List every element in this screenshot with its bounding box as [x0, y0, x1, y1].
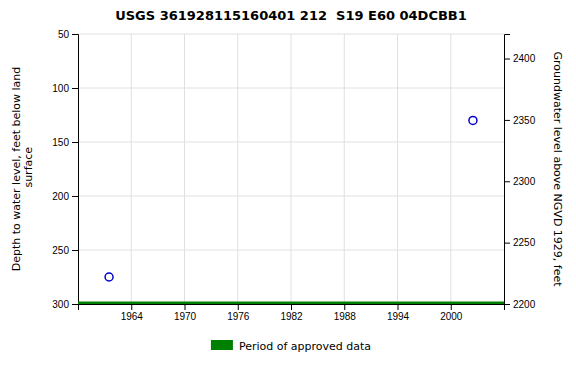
y-axis-tick-mark: [72, 88, 78, 89]
x-axis-tick-mark: [238, 304, 239, 310]
chart: 1964 1970 1976 1982 1988 1994 2000 50 100 150 200 2…: [0, 0, 576, 384]
y-axis-tick-label: 100: [52, 83, 69, 94]
y-axis-tick: 50: [58, 29, 78, 40]
x-axis-tick-mark: [344, 304, 345, 310]
y2-axis-tick-mark: [504, 243, 510, 244]
y-axis-tick-mark: [72, 142, 78, 143]
y-axis-tick: 250: [52, 245, 78, 256]
x-axis-tick-label: 1964: [121, 311, 144, 322]
y-axis-tick-label: 50: [58, 29, 70, 40]
x-axis-tick-mark: [291, 304, 292, 310]
legend-label: Period of approved data: [239, 340, 371, 353]
y-grid-line: [78, 196, 504, 197]
x-axis-tick: 1982: [280, 304, 303, 322]
x-axis: 1964 1970 1976 1982 1988 1994 2000: [79, 304, 505, 322]
y-axis-tick-label: 200: [52, 191, 69, 202]
x-axis-tick-label: 2000: [440, 311, 463, 322]
y2-axis-line: [505, 35, 511, 305]
data-point: [105, 273, 113, 281]
x-axis-tick: 1976: [227, 304, 250, 322]
y-axis-tick-label: 300: [52, 299, 69, 310]
y2-axis-tick-label: 2300: [513, 176, 536, 187]
y-grid-line: [78, 142, 504, 143]
x-grid-line: [291, 34, 292, 304]
legend-item: Period of approved data: [211, 340, 371, 353]
y2-axis-tick-label: 2250: [513, 237, 536, 248]
x-grid-line: [237, 34, 238, 304]
marks: [78, 116, 504, 304]
y-axis-title: Depth to water level, feet below land su…: [10, 67, 35, 272]
x-axis-tick: 1964: [121, 304, 144, 322]
data-point: [469, 116, 477, 124]
x-axis-tick-mark: [451, 304, 452, 310]
y-axis-tick-mark: [72, 196, 78, 197]
title: USGS 361928115160401 212 S19 E60 04DCBB1: [115, 8, 467, 23]
y-axis-tick: 200: [52, 191, 78, 202]
y2-axis-tick-label: 2400: [513, 53, 536, 64]
x-axis-tick-mark: [131, 304, 132, 310]
y2-axis-title: Groundwater level above NGVD 1929, feet: [551, 51, 564, 287]
x-grid-line: [131, 34, 132, 304]
y-grid-line: [78, 88, 504, 89]
x-grid-line: [397, 34, 398, 304]
y-grid-line: [78, 250, 504, 251]
x-axis-tick: 2000: [440, 304, 463, 322]
x-axis-tick-label: 1970: [174, 311, 197, 322]
x-axis-tick: 1970: [174, 304, 197, 322]
y2-axis-tick-mark: [504, 120, 510, 121]
x-axis-tick-label: 1982: [280, 311, 303, 322]
y-axis-tick-label: 250: [52, 245, 69, 256]
y-grid-line: [78, 34, 504, 35]
legend: Period of approved data: [211, 340, 371, 353]
y2-axis-tick: 2200: [504, 299, 536, 310]
x-axis-tick-mark: [185, 304, 186, 310]
x-axis-tick: 1988: [334, 304, 357, 322]
y2-axis-tick-label: 2200: [513, 299, 536, 310]
y-axis-tick-label: 150: [52, 137, 69, 148]
y-axis-line: [72, 35, 79, 305]
x-axis-tick-label: 1976: [227, 311, 250, 322]
x-axis-tick-mark: [398, 304, 399, 310]
y-axis-tick: 150: [52, 137, 78, 148]
y2-axis-tick: 2350: [504, 115, 536, 126]
legend-swatch: [211, 340, 233, 350]
y-axis-title-line: Depth to water level, feet below land: [10, 67, 23, 272]
x-axis-line: [79, 305, 505, 311]
y2-axis-tick-mark: [504, 181, 510, 182]
y-axis-title-line: surface: [22, 147, 35, 191]
y2-axis-tick: 2300: [504, 176, 536, 187]
y2-axis-tick-mark: [504, 59, 510, 60]
y-axis-tick: 100: [52, 83, 78, 94]
series-line: [78, 302, 504, 305]
plot: 1964 1970 1976 1982 1988 1994 2000 50 100 150 200 2…: [10, 29, 564, 322]
y2-axis-tick-label: 2350: [513, 115, 536, 126]
x-axis-tick: 1994: [387, 304, 410, 322]
y-axis-tick-mark: [72, 304, 78, 305]
grid: [78, 34, 504, 304]
x-grid-line: [344, 34, 345, 304]
y-axis: 50 100 150 200 250 300: [52, 29, 78, 310]
y2-axis: 2200 2250 2300 2350 2400: [504, 35, 536, 310]
x-axis-tick-label: 1988: [334, 311, 357, 322]
x-grid-line: [450, 34, 451, 304]
y2-axis-tick: 2250: [504, 237, 536, 248]
y2-axis-tick: 2400: [504, 53, 536, 64]
y-axis-tick-mark: [72, 34, 78, 35]
y2-axis-tick-mark: [504, 304, 510, 305]
y-axis-tick: 300: [52, 299, 78, 310]
x-grid-line: [184, 34, 185, 304]
x-axis-tick-label: 1994: [387, 311, 410, 322]
y-axis-tick-mark: [72, 250, 78, 251]
y2-axis-title-line: Groundwater level above NGVD 1929, feet: [551, 51, 564, 287]
